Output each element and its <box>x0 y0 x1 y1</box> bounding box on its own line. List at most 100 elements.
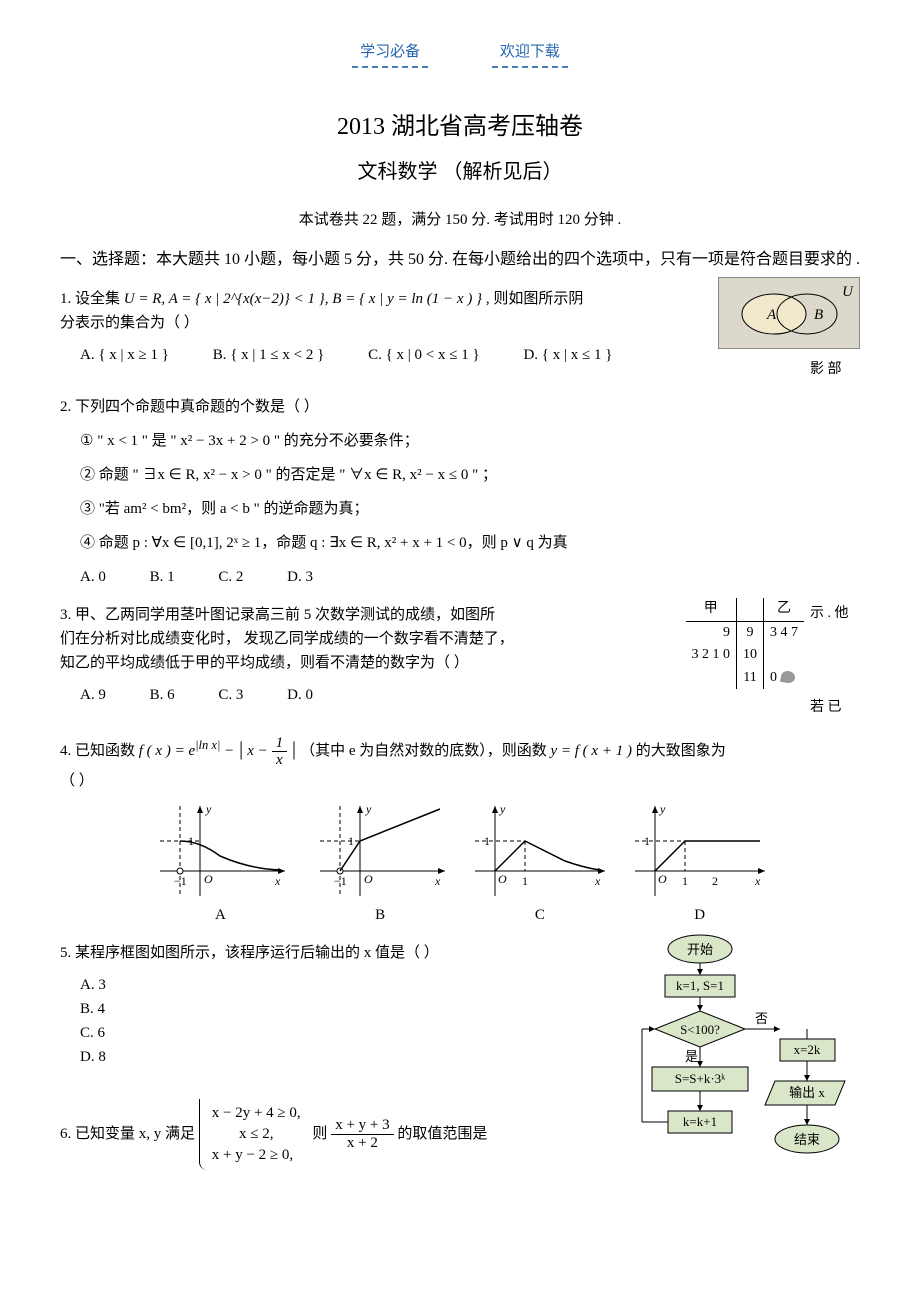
svg-text:1: 1 <box>644 834 650 848</box>
q3-side-1: 示 . 他 <box>810 603 860 625</box>
sl-r0-right: 3 4 7 <box>764 621 805 644</box>
svg-text:是: 是 <box>685 1049 698 1064</box>
q4-expr2: y = f ( x + 1 ) <box>550 743 631 759</box>
q6-frac: x + y + 3 x + 2 <box>331 1117 393 1151</box>
question-1: U A B 影 部 1. 设全集 U = R, A = { x | 2^{x(x… <box>60 287 860 381</box>
svg-text:x: x <box>594 874 601 888</box>
graph-c-label: C <box>470 903 610 927</box>
q1-opt-a: A. { x | x ≥ 1 } <box>80 347 169 363</box>
q6-num: 6. <box>60 1126 71 1142</box>
q6-frac-den: x + 2 <box>331 1135 393 1152</box>
graph-b-label: B <box>310 903 450 927</box>
page-header: 学习必备 欢迎下载 <box>60 40 860 68</box>
exam-intro: 本试卷共 22 题，满分 150 分. 考试用时 120 分钟 . <box>60 208 860 232</box>
header-right: 欢迎下载 <box>492 40 568 68</box>
q4-mid: （其中 e 为自然对数的底数），则函数 <box>300 743 550 759</box>
q1-expr: U = R, A = { x | 2^{x(x−2)} < 1 }, B = {… <box>124 291 482 307</box>
sl-r0-stem: 9 <box>737 621 764 644</box>
venn-diagram: U A B <box>718 277 860 349</box>
svg-text:y: y <box>659 802 666 816</box>
svg-text:O: O <box>658 872 667 886</box>
sl-hdr-right: 乙 <box>764 598 805 621</box>
sl-r2-left <box>686 667 737 689</box>
q6-mid: 则 <box>312 1126 331 1142</box>
q4-expr: f ( x ) = e|ln x| − | x − 1x | <box>139 743 297 759</box>
sl-r1-stem: 10 <box>737 644 764 666</box>
svg-text:2: 2 <box>712 874 718 888</box>
q1-opt-b: B. { x | 1 ≤ x < 2 } <box>213 347 325 363</box>
q3-line2: 们在分析对比成绩变化时， 发现乙同学成绩的一个数字看不清楚了， <box>60 631 514 647</box>
sl-r1-right <box>764 644 805 666</box>
stem-leaf-plot: 甲 乙 9 9 3 4 7 3 2 1 0 10 11 0 ◌0 <box>686 598 805 689</box>
graph-a-label: A <box>150 903 290 927</box>
q2-item-2: ② 命题 " ∃x ∈ R, x² − x > 0 " 的否定是 " ∀x ∈ … <box>80 463 860 487</box>
question-6: 6. 已知变量 x, y 满足 x − 2y + 4 ≥ 0, x ≤ 2, x… <box>60 1099 860 1170</box>
svg-text:1: 1 <box>188 834 194 848</box>
q4-pre: 已知函数 <box>75 743 139 759</box>
q6-frac-num: x + y + 3 <box>331 1117 393 1135</box>
graph-panel-d: 1 1 2 O x y D <box>630 801 770 927</box>
svg-text:O: O <box>498 872 507 886</box>
sl-r2-stem: 11 <box>737 667 764 689</box>
q1-post: , 则如图所示阴 <box>486 291 584 307</box>
graph-panel-b: −1 1 O x y B <box>310 801 450 927</box>
svg-text:开始: 开始 <box>687 942 713 957</box>
svg-text:O: O <box>364 872 373 886</box>
q3-opt-d: D. 0 <box>287 687 313 703</box>
svg-text:1: 1 <box>682 874 688 888</box>
q6-pre: 已知变量 x, y 满足 <box>75 1126 199 1142</box>
svg-text:x: x <box>274 874 281 888</box>
svg-text:y: y <box>205 802 212 816</box>
q6-constraints: x − 2y + 4 ≥ 0, x ≤ 2, x + y − 2 ≥ 0, <box>199 1099 309 1170</box>
smudge-icon <box>780 670 796 684</box>
graph-panel-a: −1 1 O x y A <box>150 801 290 927</box>
svg-text:O: O <box>204 872 213 886</box>
q3-side-2: 若 已 <box>810 697 860 719</box>
q6-c3: x + y − 2 ≥ 0, <box>212 1145 301 1166</box>
svg-text:A: A <box>766 307 777 323</box>
q5-num: 5. <box>60 945 71 961</box>
sl-hdr-left: 甲 <box>686 598 737 621</box>
svg-text:S=S+k·3ᵏ: S=S+k·3ᵏ <box>675 1071 726 1086</box>
sl-r2-right: 0 ◌0 <box>764 667 805 689</box>
q1-num: 1. <box>60 291 71 307</box>
venn-svg: A B <box>729 286 849 341</box>
q2-opt-d: D. 3 <box>287 569 313 585</box>
graph-d-label: D <box>630 903 770 927</box>
q1-opt-d: D. { x | x ≤ 1 } <box>523 347 612 363</box>
q6-c1: x − 2y + 4 ≥ 0, <box>212 1103 301 1124</box>
q2-item-1: ① " x < 1 " 是 " x² − 3x + 2 > 0 " 的充分不必要… <box>80 429 860 453</box>
q2-num: 2. <box>60 399 71 415</box>
sl-r1-left: 3 2 1 0 <box>686 644 737 666</box>
q4-post: 的大致图象为 <box>636 743 726 759</box>
q5-text: 某程序框图如图所示，该程序运行后输出的 x 值是（ ） <box>75 945 439 961</box>
q2-opt-a: A. 0 <box>80 569 106 585</box>
exam-subtitle: 文科数学 （解析见后） <box>60 156 860 188</box>
section-1-head: 一、选择题：本大题共 10 小题，每小题 5 分，共 50 分. 在每小题给出的… <box>60 247 860 273</box>
q6-post: 的取值范围是 <box>397 1126 487 1142</box>
q2-opt-c: C. 2 <box>218 569 243 585</box>
header-left: 学习必备 <box>352 40 428 68</box>
svg-text:y: y <box>499 802 506 816</box>
exam-title: 2013 湖北省高考压轴卷 <box>60 108 860 146</box>
q3-opt-c: C. 3 <box>218 687 243 703</box>
q2-text: 下列四个命题中真命题的个数是（ ） <box>75 399 319 415</box>
question-5: 开始 k=1, S=1 S<100? 是 否 x=2k S=S+k·3ᵏ <box>60 941 860 1209</box>
svg-text:B: B <box>814 307 823 323</box>
svg-text:x=2k: x=2k <box>794 1042 821 1057</box>
q6-c2: x ≤ 2, <box>212 1124 301 1145</box>
q2-item-3: ③ "若 am² < bm²，则 a < b " 的逆命题为真； <box>80 497 860 521</box>
svg-text:1: 1 <box>522 874 528 888</box>
svg-text:−1: −1 <box>174 874 187 888</box>
svg-text:x: x <box>754 874 761 888</box>
q4-graphs: −1 1 O x y A −1 1 O x y <box>60 801 860 927</box>
svg-text:输出 x: 输出 x <box>789 1085 825 1100</box>
q3-opt-b: B. 6 <box>150 687 175 703</box>
question-2: 2. 下列四个命题中真命题的个数是（ ） ① " x < 1 " 是 " x² … <box>60 395 860 589</box>
svg-text:y: y <box>365 802 372 816</box>
q3-line1: 甲、乙两同学用茎叶图记录高三前 5 次数学测试的成绩，如图所 <box>75 607 495 623</box>
q2-item-4: ④ 命题 p : ∀x ∈ [0,1], 2ˣ ≥ 1，命题 q : ∃x ∈ … <box>80 531 860 555</box>
q3-num: 3. <box>60 607 71 623</box>
svg-text:否: 否 <box>755 1011 768 1026</box>
q2-opt-b: B. 1 <box>150 569 175 585</box>
